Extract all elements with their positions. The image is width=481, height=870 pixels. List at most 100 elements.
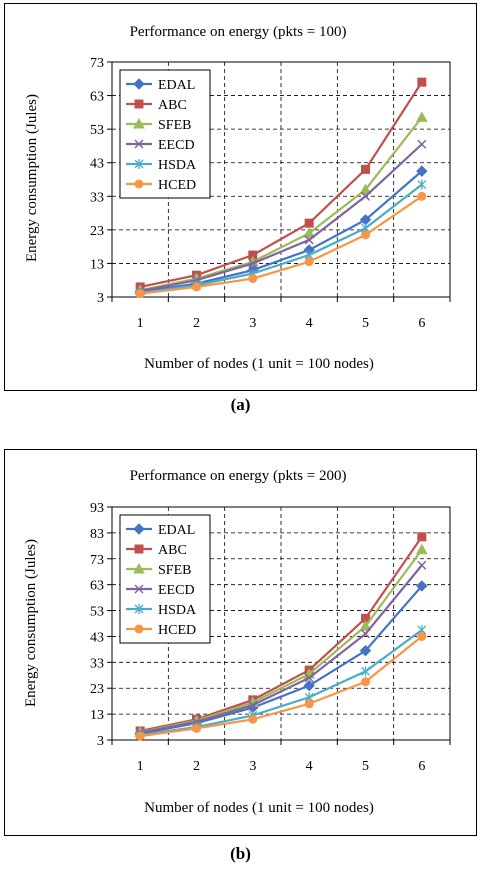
y-tick-label: 13 xyxy=(90,708,104,723)
series-line-edal xyxy=(140,170,423,294)
legend-label-hsda: HSDA xyxy=(158,158,197,173)
y-tick-label: 73 xyxy=(90,56,104,71)
data-point-hsda xyxy=(361,666,370,677)
data-point-hced xyxy=(417,631,427,641)
data-point-sfeb xyxy=(303,227,316,238)
y-tick-label: 53 xyxy=(90,605,104,620)
x-tick-label: 3 xyxy=(249,316,256,331)
data-point-hced xyxy=(361,230,370,240)
x-tick-label: 1 xyxy=(137,759,144,774)
y-tick-label: 13 xyxy=(90,257,104,272)
data-point-eecd xyxy=(360,191,371,201)
x-tick-label: 4 xyxy=(306,759,313,774)
y-tick-label: 3 xyxy=(97,734,104,749)
series-line-abc xyxy=(139,81,423,289)
legend: EDAL ABC SFEB EECD HSDA HCED xyxy=(119,514,211,644)
chart-panel-a: Performance on energy (pkts = 100) Energ… xyxy=(4,3,477,391)
data-point-eecd xyxy=(417,560,427,570)
y-tick-label: 43 xyxy=(90,630,104,645)
legend-marker-sfeb xyxy=(133,562,145,574)
series-layer xyxy=(134,77,428,299)
chart-a-svg: Performance on energy (pkts = 100) Energ… xyxy=(24,24,451,372)
series-line-eecd xyxy=(139,564,423,734)
series-line-hsda xyxy=(140,629,423,736)
data-point-hced xyxy=(135,289,145,299)
legend-marker-hced xyxy=(134,624,144,634)
data-point-edal xyxy=(359,644,372,657)
legend-label-sfeb: SFEB xyxy=(158,563,191,578)
legend-box xyxy=(119,69,211,199)
data-point-hced xyxy=(135,731,145,741)
data-point-hced xyxy=(248,714,258,724)
y-tick-label: 3 xyxy=(97,291,104,306)
y-tick-label: 43 xyxy=(90,157,104,172)
data-point-eecd xyxy=(248,258,258,268)
x-tick-label: 6 xyxy=(418,316,425,331)
series-layer xyxy=(134,532,428,741)
chart-title: Performance on energy (pkts = 100) xyxy=(130,24,347,40)
data-point-hced xyxy=(304,257,314,267)
data-point-sfeb xyxy=(359,620,372,631)
legend-label-hced: HCED xyxy=(158,178,196,193)
legend-box xyxy=(119,514,211,644)
x-tick-label: 3 xyxy=(249,759,256,774)
y-tick-label: 53 xyxy=(90,123,104,138)
legend-label-abc: ABC xyxy=(158,98,187,113)
y-tick-label: 63 xyxy=(90,579,104,594)
legend-marker-hced xyxy=(134,179,144,189)
data-point-hced xyxy=(192,723,201,733)
data-point-abc xyxy=(304,218,314,228)
data-point-eecd xyxy=(417,139,427,149)
series-line-sfeb xyxy=(139,549,423,734)
chart-b-svg: Performance on energy (pkts = 200) Energ… xyxy=(23,468,451,816)
legend-label-edal: EDAL xyxy=(158,78,195,93)
legend-marker-eecd xyxy=(134,139,144,149)
legend-marker-edal xyxy=(133,78,145,90)
data-point-hced xyxy=(417,191,427,201)
data-point-sfeb xyxy=(415,111,428,122)
data-point-edal xyxy=(416,580,428,592)
legend-label-eecd: EECD xyxy=(158,138,195,153)
legend-label-hsda: HSDA xyxy=(158,603,197,618)
data-point-abc xyxy=(417,532,427,542)
series-line-edal xyxy=(139,585,423,735)
y-tick-label: 23 xyxy=(90,224,104,239)
series-line-sfeb xyxy=(139,116,423,292)
x-axis-label: Number of nodes (1 unit = 100 nodes) xyxy=(144,356,374,372)
x-tick-label: 2 xyxy=(193,759,200,774)
data-point-sfeb xyxy=(415,543,428,555)
data-point-eecd xyxy=(360,629,371,639)
y-axis-label: Energy consumption (Jules) xyxy=(23,539,39,707)
chart-panel-b: Performance on energy (pkts = 200) Energ… xyxy=(4,449,477,836)
series-line-abc xyxy=(139,536,423,733)
data-point-hced xyxy=(304,699,314,709)
y-tick-label: 23 xyxy=(90,682,104,697)
data-point-edal xyxy=(416,165,428,177)
legend-marker-eecd xyxy=(134,584,144,594)
caption-a: (a) xyxy=(230,395,251,414)
y-tick-label: 33 xyxy=(90,656,104,671)
data-point-eecd xyxy=(248,700,258,710)
y-axis-label: Energy consumption (Jules) xyxy=(24,94,40,262)
series-line-hced xyxy=(140,635,423,738)
data-point-hced xyxy=(192,282,201,292)
y-tick-label: 63 xyxy=(90,90,104,105)
series-line-eecd xyxy=(139,143,423,293)
x-tick-label: 4 xyxy=(306,316,313,331)
legend-label-edal: EDAL xyxy=(158,523,195,538)
data-point-hced xyxy=(248,274,258,284)
data-point-eecd xyxy=(304,673,314,683)
y-tick-label: 83 xyxy=(90,527,104,542)
y-tick-label: 73 xyxy=(90,553,104,568)
x-axis-label: Number of nodes (1 unit = 100 nodes) xyxy=(144,800,374,816)
legend-label-eecd: EECD xyxy=(158,583,195,598)
data-point-hsda xyxy=(417,179,427,190)
x-tick-label: 6 xyxy=(418,759,425,774)
legend-marker-edal xyxy=(133,523,145,535)
data-point-abc xyxy=(417,77,427,87)
x-tick-label: 1 xyxy=(137,316,144,331)
x-tick-label: 2 xyxy=(193,316,200,331)
legend-marker-abc xyxy=(134,99,144,109)
data-point-eecd xyxy=(304,235,314,245)
legend-label-hced: HCED xyxy=(158,623,196,638)
